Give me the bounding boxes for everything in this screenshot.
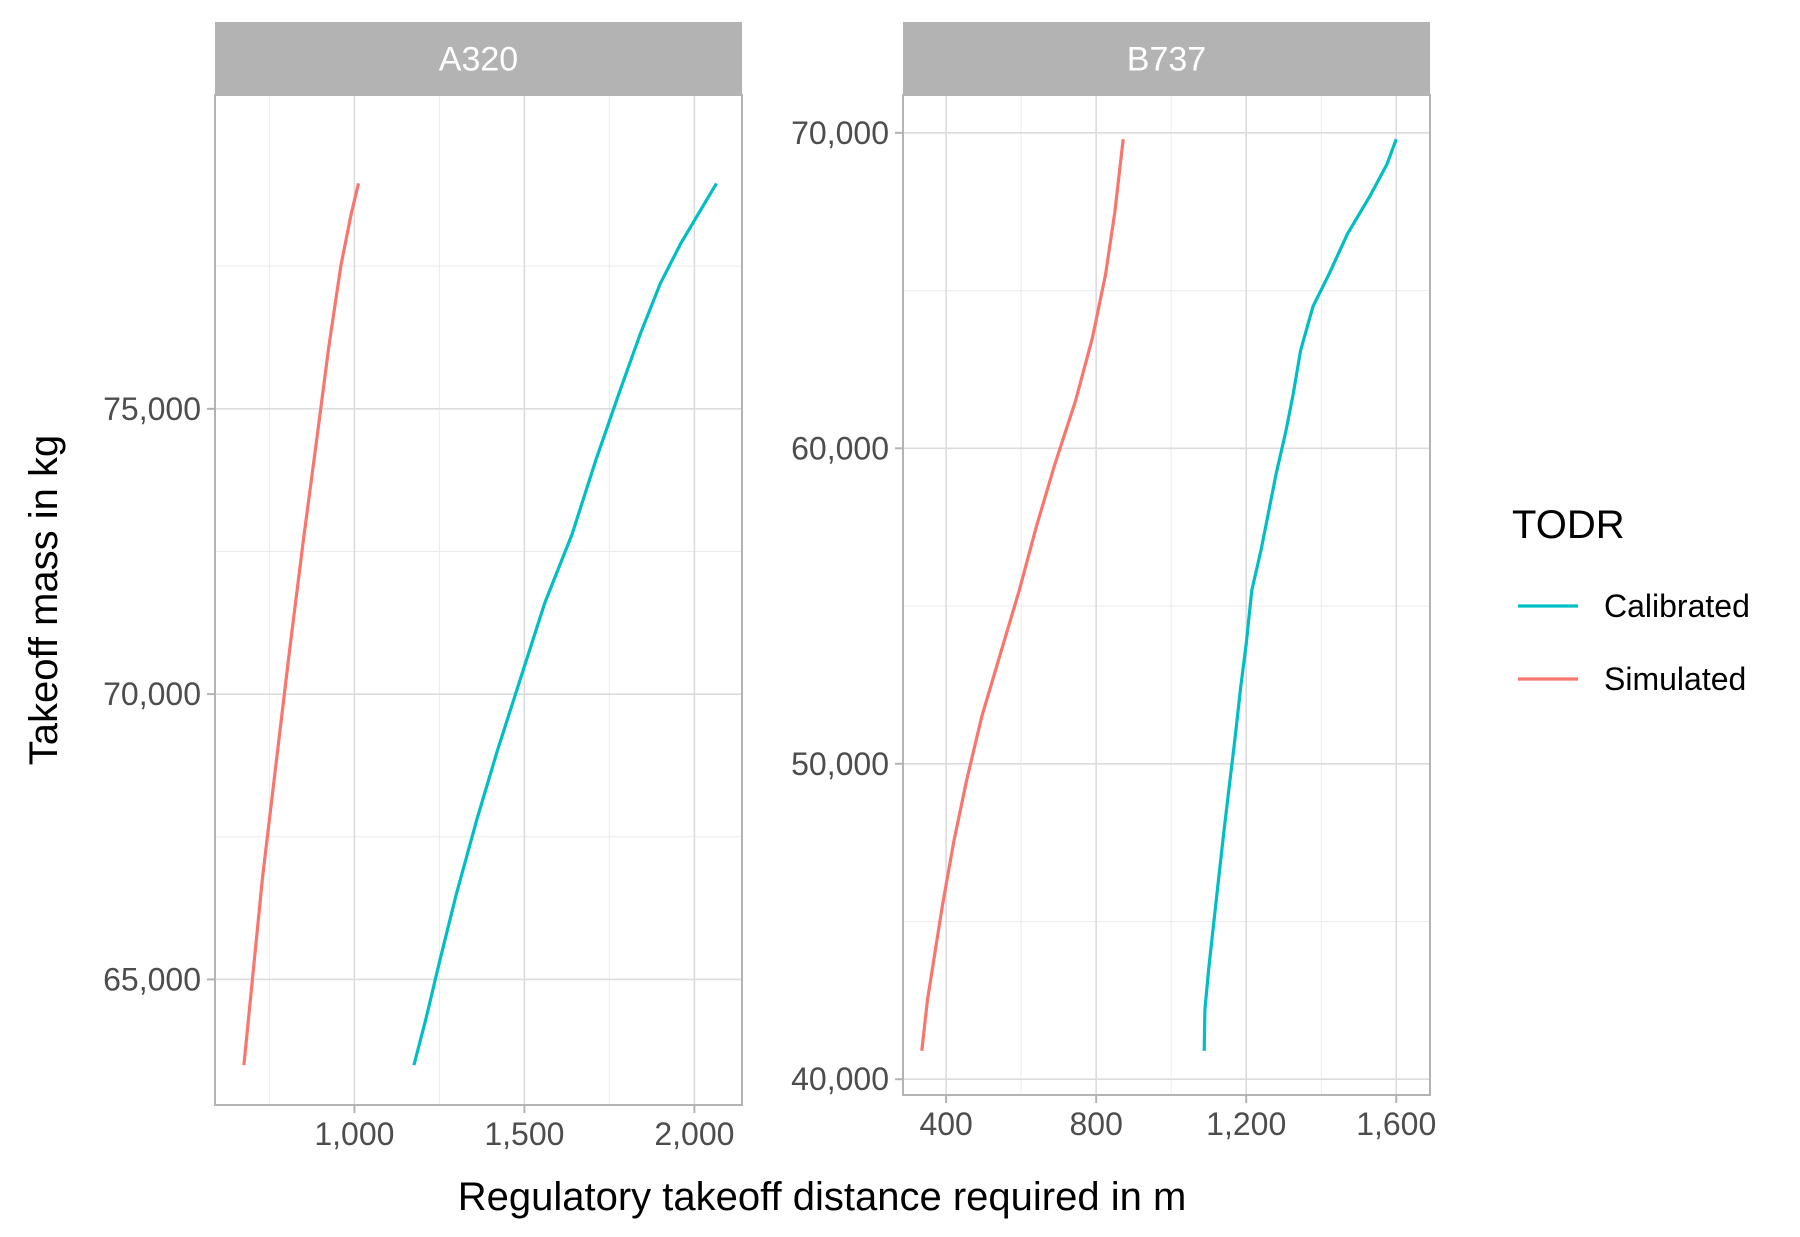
facet-strip-label: A320 [439, 41, 518, 79]
facet-strip [215, 22, 742, 95]
facet-strip-label: B737 [1127, 41, 1206, 79]
x-tick-label: 1,500 [484, 1116, 564, 1152]
y-tick-label: 40,000 [791, 1061, 889, 1097]
panel-border [902, 94, 1431, 1096]
facet-strip [903, 22, 1430, 95]
legend: TODR Calibrated Simulated [1512, 503, 1750, 697]
y-tick-label: 65,000 [103, 961, 201, 997]
panel-a320: A320 1,000 1,500 2,000 65,000 70,000 75,000 [103, 22, 743, 1152]
x-tick-label: 1,200 [1206, 1106, 1286, 1142]
x-tick-label: 2,000 [654, 1116, 734, 1152]
panel-b737: B737 400 800 1,200 1,600 40,000 50,000 60,000 70… [791, 22, 1436, 1142]
x-tick-label: 400 [919, 1106, 972, 1142]
x-tick-label: 1,600 [1356, 1106, 1436, 1142]
x-tick-label: 1,000 [314, 1116, 394, 1152]
series-line-simulated [242, 183, 361, 1066]
y-tick-label: 60,000 [791, 430, 889, 466]
series-line-simulated [920, 139, 1125, 1051]
legend-title: TODR [1512, 503, 1625, 547]
y-axis-title: Takeoff mass in kg [22, 435, 66, 766]
y-tick-label: 75,000 [103, 391, 201, 427]
x-axis-title: Regulatory takeoff distance required in … [458, 1175, 1187, 1219]
legend-label-simulated: Simulated [1604, 661, 1746, 697]
panel-border [214, 94, 743, 1106]
series-line-calibrated [412, 182, 718, 1066]
legend-label-calibrated: Calibrated [1604, 588, 1750, 624]
x-tick-label: 800 [1069, 1106, 1122, 1142]
y-tick-label: 70,000 [103, 676, 201, 712]
series-line-calibrated [1202, 138, 1398, 1051]
y-tick-label: 50,000 [791, 746, 889, 782]
y-tick-label: 70,000 [791, 115, 889, 151]
